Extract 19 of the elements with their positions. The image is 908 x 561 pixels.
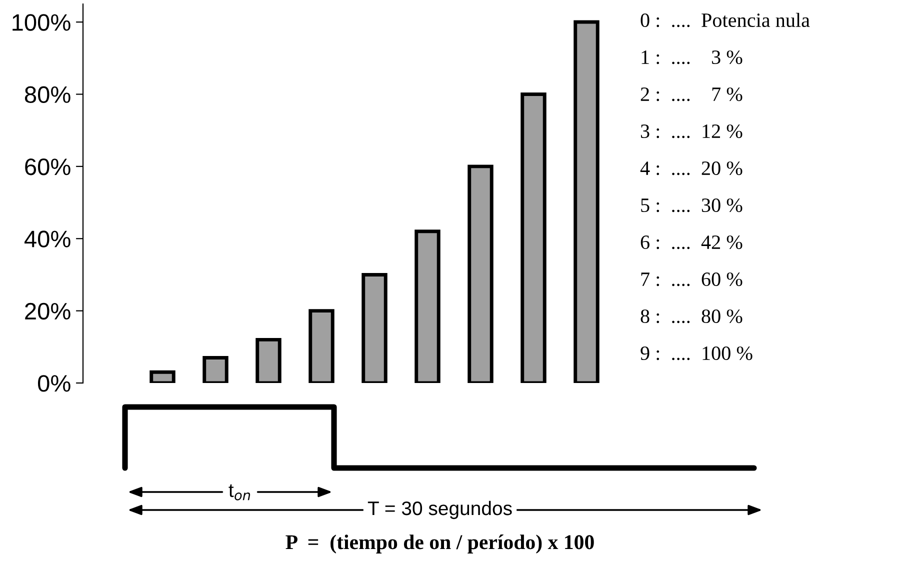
text: 1 : .... 3 % [642, 50, 742, 64]
text: 8 : .... 80 % [640, 309, 742, 324]
text: 9 : .... 100 % [640, 346, 752, 360]
text: 0 : .... Potencia nula [640, 12, 810, 28]
text: 2 : .... 7 % [640, 87, 742, 102]
y-tick-label: 40% [24, 230, 70, 248]
text: 6 : .... 42 % [640, 235, 742, 250]
y-tick-label: 0% [38, 375, 70, 392]
text: 4 : .... 20 % [640, 161, 742, 176]
text: T = 30 segundos [368, 500, 512, 520]
text: 5 : .... 30 % [641, 198, 742, 212]
text: P = (tiempo de on / período) x 100 [286, 534, 594, 554]
text: t$_{on}$ [228, 484, 250, 500]
text: 7 : .... 60 % [641, 272, 742, 286]
y-tick-label: 20% [25, 302, 70, 320]
y-tick-label: 60% [25, 158, 70, 176]
y-tick-label: 100% [12, 14, 70, 31]
y-tick-label: 80% [24, 86, 70, 104]
text: 3 : .... 12 % [640, 124, 742, 138]
